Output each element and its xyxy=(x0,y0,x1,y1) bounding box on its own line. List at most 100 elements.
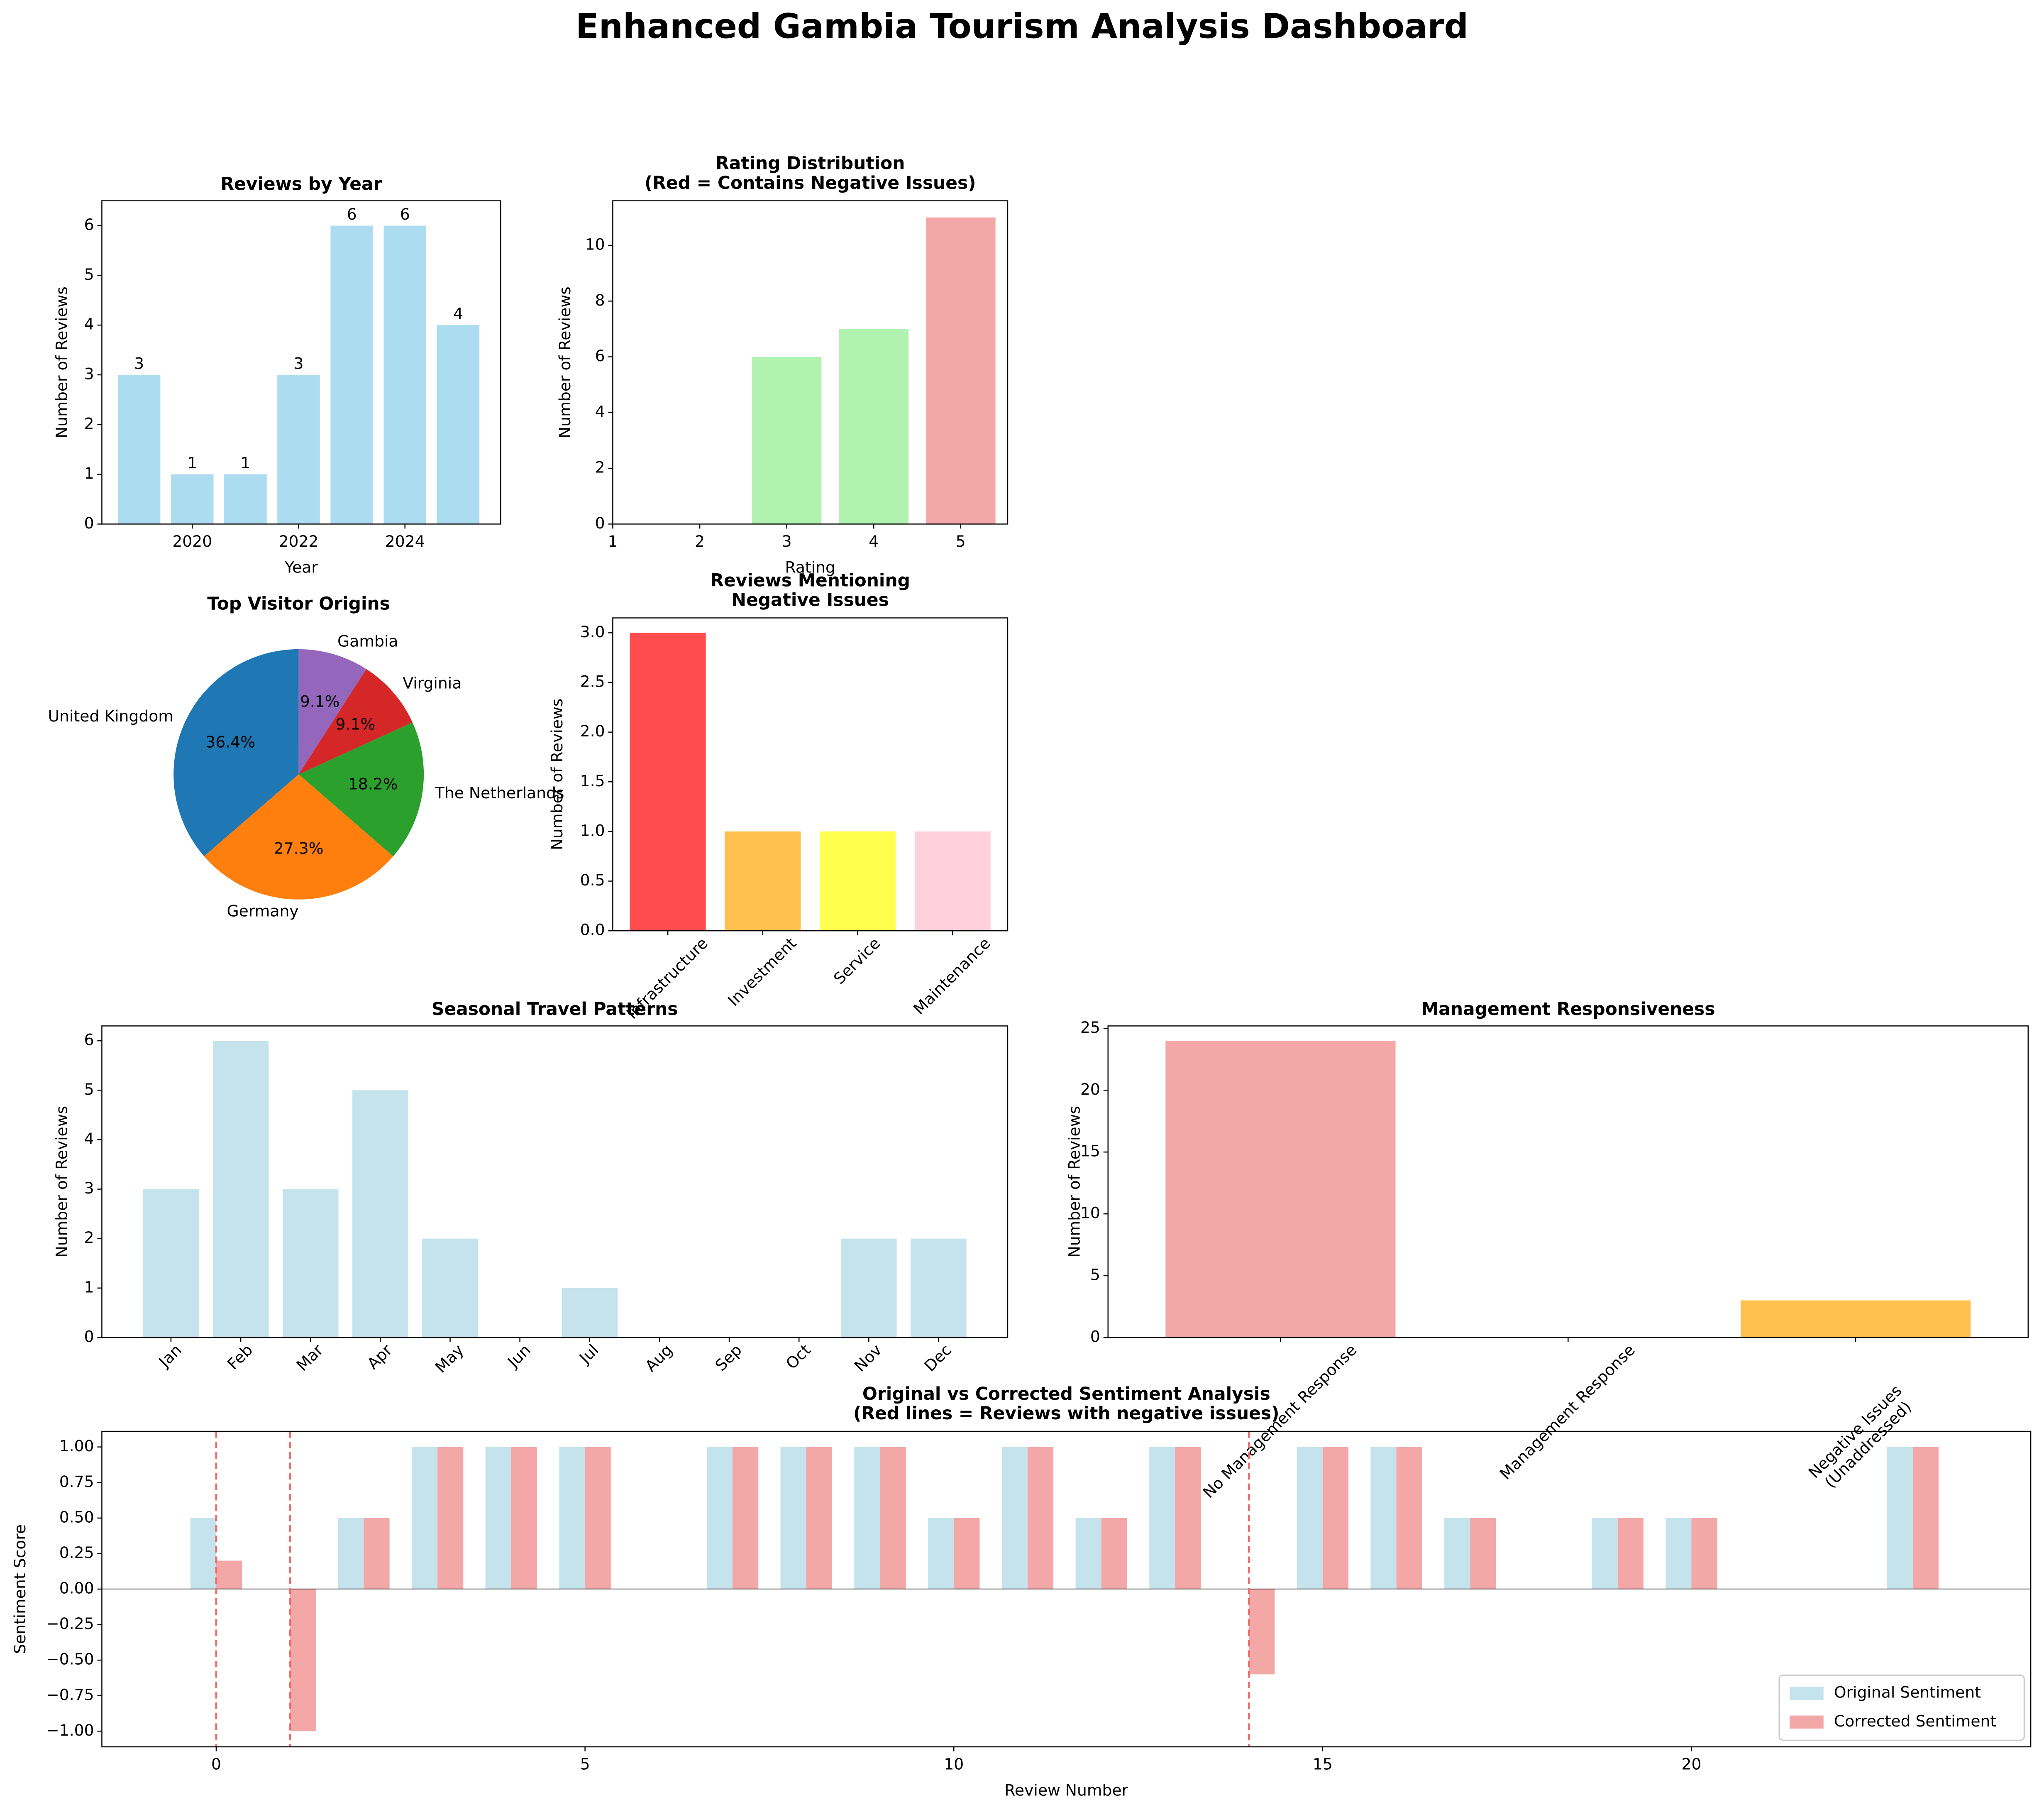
y-tick-label: 6 xyxy=(84,215,94,234)
chart-title-line: Negative Issues xyxy=(732,589,889,610)
value-label: 3 xyxy=(134,354,144,372)
bar xyxy=(1617,1518,1644,1589)
bar xyxy=(437,325,480,524)
y-tick-label: 3 xyxy=(84,1179,94,1197)
x-tick-label: 2020 xyxy=(172,532,212,550)
y-tick-label: 1 xyxy=(84,464,94,482)
bar xyxy=(954,1518,980,1589)
chart-title-line: (Red lines = Reviews with negative issue… xyxy=(853,1403,1279,1423)
bar xyxy=(780,1447,806,1589)
y-tick-label: 0 xyxy=(84,514,94,532)
axes-frame xyxy=(612,617,1009,932)
y-tick-label: 5 xyxy=(84,1080,94,1098)
bar xyxy=(212,1041,269,1338)
y-tick-label: 6 xyxy=(595,347,605,365)
bar xyxy=(338,1518,364,1589)
bar xyxy=(806,1447,832,1589)
x-tick-label: 15 xyxy=(1313,1755,1333,1773)
pie-label: United Kingdom xyxy=(48,707,173,725)
pie-percent: 36.4% xyxy=(205,733,255,751)
bar xyxy=(562,1288,618,1338)
y-tick-label: 0.0 xyxy=(580,921,605,939)
y-tick-label: 0 xyxy=(1090,1327,1100,1345)
pie-label: The Netherlands xyxy=(435,784,564,802)
y-tick-label: 0.25 xyxy=(59,1543,94,1562)
pie-wedge xyxy=(298,669,413,775)
bar xyxy=(1887,1447,1913,1589)
x-tick-label: 3 xyxy=(782,532,792,550)
bar xyxy=(1396,1447,1422,1589)
y-tick-label: 1.00 xyxy=(59,1437,94,1455)
bar xyxy=(1592,1518,1618,1589)
x-axis-label: Rating xyxy=(785,558,835,577)
bar xyxy=(216,1560,242,1589)
bar xyxy=(752,357,822,524)
legend-label: Original Sentiment xyxy=(1834,1683,1981,1702)
dashboard-title: Enhanced Gambia Tourism Analysis Dashboa… xyxy=(576,7,1468,46)
bar xyxy=(352,1090,408,1338)
y-tick-label: 2.5 xyxy=(580,672,605,691)
axes-frame xyxy=(1107,1025,2029,1338)
bar xyxy=(117,374,161,524)
bar xyxy=(330,225,373,524)
value-label: 1 xyxy=(187,454,197,472)
chart-title: Seasonal Travel Patterns xyxy=(432,999,678,1019)
x-axis-label: Review Number xyxy=(1004,1781,1128,1799)
bar xyxy=(1297,1447,1323,1589)
bar xyxy=(1165,1041,1396,1338)
pie-wedge xyxy=(204,774,393,900)
y-tick-label: 2 xyxy=(84,1228,94,1247)
y-tick-label: −1.00 xyxy=(46,1721,94,1739)
bar xyxy=(1027,1447,1054,1589)
bar xyxy=(1101,1518,1127,1589)
y-tick-label: 3.0 xyxy=(580,623,605,641)
y-tick-label: 0.50 xyxy=(59,1508,94,1526)
bar xyxy=(277,374,320,524)
x-tick-label: 2022 xyxy=(279,532,319,550)
y-tick-label: 10 xyxy=(585,235,605,254)
y-tick-label: 6 xyxy=(84,1031,94,1049)
x-tick-label: 5 xyxy=(956,532,966,550)
bar xyxy=(1001,1447,1028,1589)
y-tick-label: 0.00 xyxy=(59,1579,94,1597)
axes-frame xyxy=(101,200,501,525)
bar xyxy=(422,1238,478,1338)
bar xyxy=(928,1518,954,1589)
bar xyxy=(1149,1447,1175,1589)
y-tick-label: 5 xyxy=(84,265,94,284)
bar xyxy=(383,225,427,524)
bar xyxy=(1444,1518,1470,1589)
bar xyxy=(706,1447,733,1589)
value-label: 4 xyxy=(453,305,463,323)
value-label: 6 xyxy=(347,205,357,223)
bar xyxy=(585,1447,611,1589)
bar xyxy=(1249,1589,1275,1675)
y-tick-label: 5 xyxy=(1090,1266,1100,1284)
y-axis-label: Number of Reviews xyxy=(53,1106,71,1258)
chart-title-line: Rating Distribution xyxy=(716,153,905,173)
bar xyxy=(1912,1447,1939,1589)
y-axis-label: Number of Reviews xyxy=(556,286,574,438)
chart-title: Original vs Corrected Sentiment Analysis… xyxy=(853,1384,1279,1423)
y-tick-label: 0 xyxy=(84,1327,94,1345)
bar xyxy=(190,1518,216,1589)
y-tick-label: 2.0 xyxy=(580,722,605,740)
bar xyxy=(1322,1447,1349,1589)
pie-label: Gambia xyxy=(337,632,398,650)
x-tick-label: 1 xyxy=(608,532,618,550)
chart-title: Reviews Mentioning Negative Issues xyxy=(710,570,910,610)
bar xyxy=(820,831,896,931)
bar xyxy=(854,1447,880,1589)
pie-percent: 18.2% xyxy=(348,775,398,793)
pie-percent: 9.1% xyxy=(300,692,340,710)
bar xyxy=(914,831,991,931)
y-tick-label: 1 xyxy=(84,1278,94,1296)
bar xyxy=(364,1518,390,1589)
chart-title: Top Visitor Origins xyxy=(207,594,390,614)
bar xyxy=(1470,1518,1496,1589)
legend-swatch xyxy=(1790,1715,1824,1729)
y-tick-label: 8 xyxy=(595,291,605,309)
axes-frame xyxy=(101,1025,1009,1338)
